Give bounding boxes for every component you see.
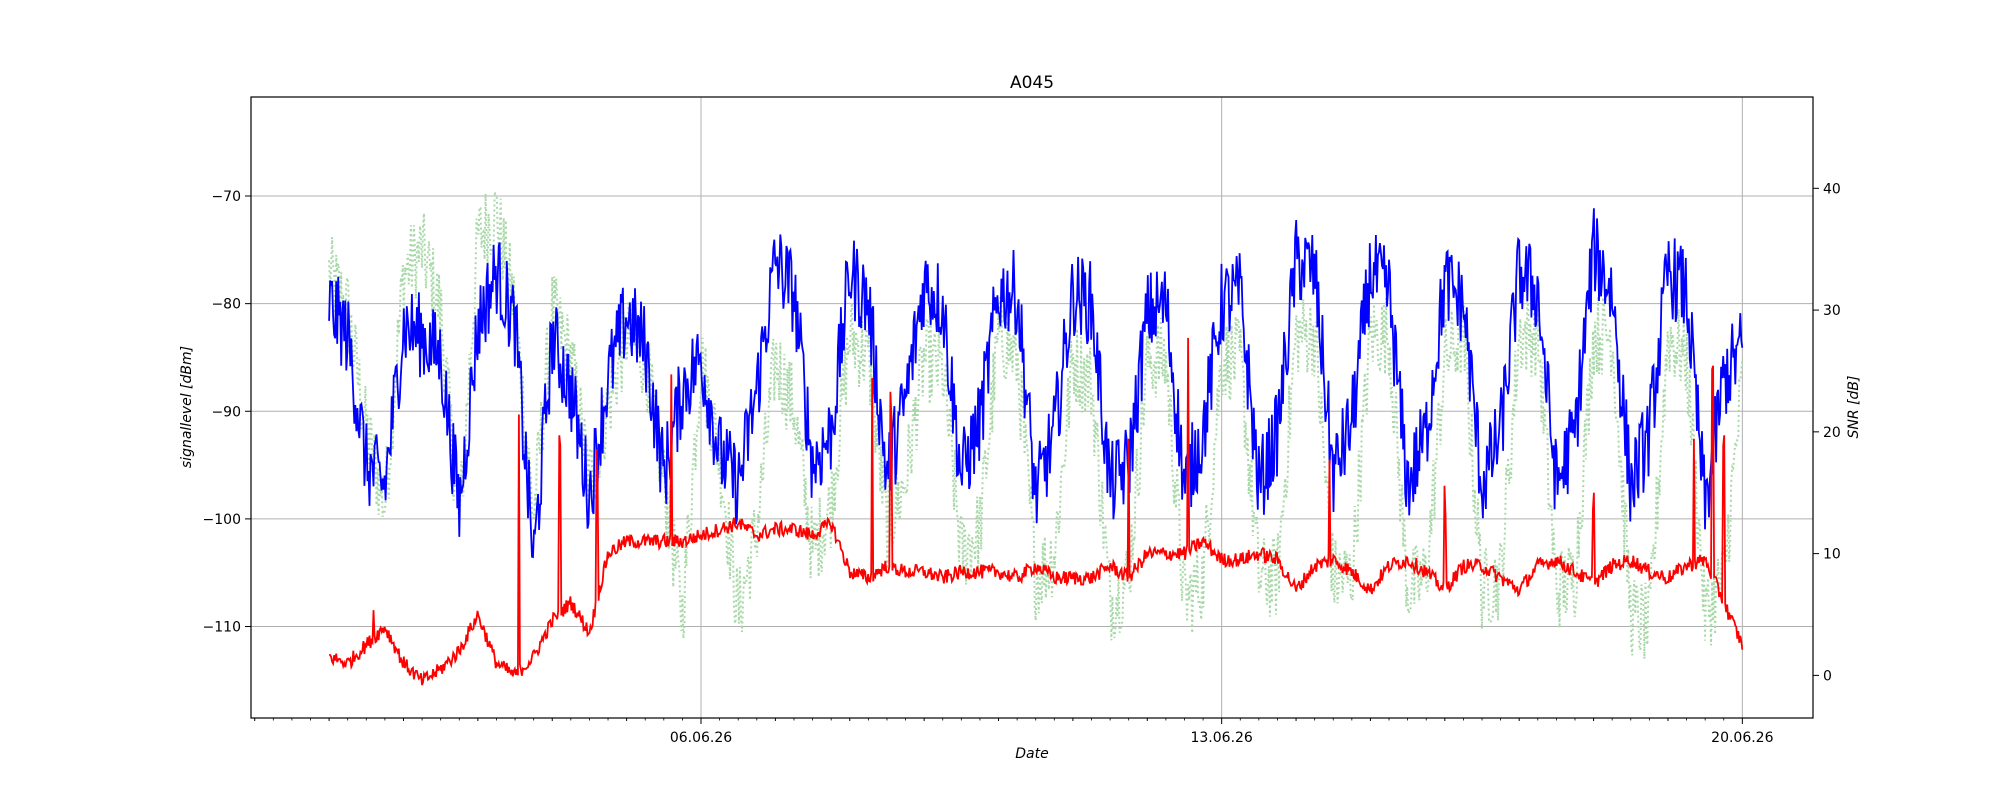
y-left-tick-label: −80 [211, 297, 241, 313]
y-left-tick-label: −70 [211, 189, 241, 205]
series-layer [328, 191, 1744, 686]
snr-dotted-series [328, 191, 1744, 659]
x-tick-label: 20.06.26 [1711, 730, 1773, 746]
y-left-tick-label: −110 [203, 620, 241, 636]
plot-frame [250, 96, 1814, 719]
y-left-tick-label: −90 [211, 404, 241, 420]
y-right-tick-label: 20 [1823, 425, 1841, 441]
snr-series [328, 337, 1744, 686]
y-right-tick-label: 40 [1823, 181, 1841, 197]
y-left-tick-label: −100 [203, 512, 241, 528]
x-axis-title: Date [1015, 746, 1048, 762]
y-axis-left-title: signallevel [dBm] [179, 346, 195, 468]
y-right-tick-label: 10 [1823, 547, 1841, 563]
y-axis-right-title: SNR [dB] [1846, 376, 1862, 439]
x-tick-label: 13.06.26 [1190, 730, 1252, 746]
chart-title: A045 [1010, 73, 1054, 93]
y-right-tick-label: 30 [1823, 303, 1841, 319]
axis-ticks: 06.06.26 13.06.26 20.06.26 −110 −100 −90 −80 −7… [203, 181, 1841, 746]
signal-level-series [328, 208, 1744, 559]
x-tick-label: 06.06.26 [670, 730, 732, 746]
y-right-tick-label: 0 [1823, 668, 1832, 684]
